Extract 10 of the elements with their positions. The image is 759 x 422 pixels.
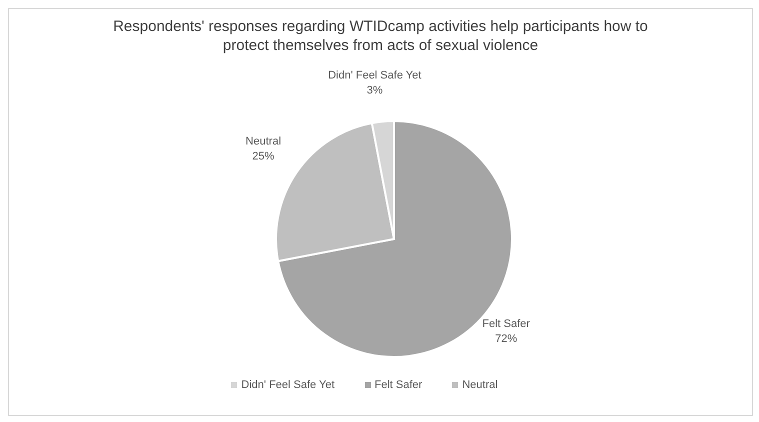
legend-label: Felt Safer <box>374 379 422 391</box>
slice-label: Didn' Feel Safe Yet <box>328 70 422 82</box>
chart-title: Respondents' responses regarding WTIDcamp activities help participants how to protect themselves from acts of sexual violence <box>112 17 649 55</box>
legend-label: Didn' Feel Safe Yet <box>241 379 335 391</box>
data-label: 25% <box>252 150 275 163</box>
slice-label: Neutral <box>246 136 282 148</box>
slice-label: Felt Safer <box>482 318 530 330</box>
data-label: 3% <box>366 84 383 97</box>
data-label: 72% <box>495 332 518 345</box>
legend-label: Neutral <box>462 379 498 391</box>
